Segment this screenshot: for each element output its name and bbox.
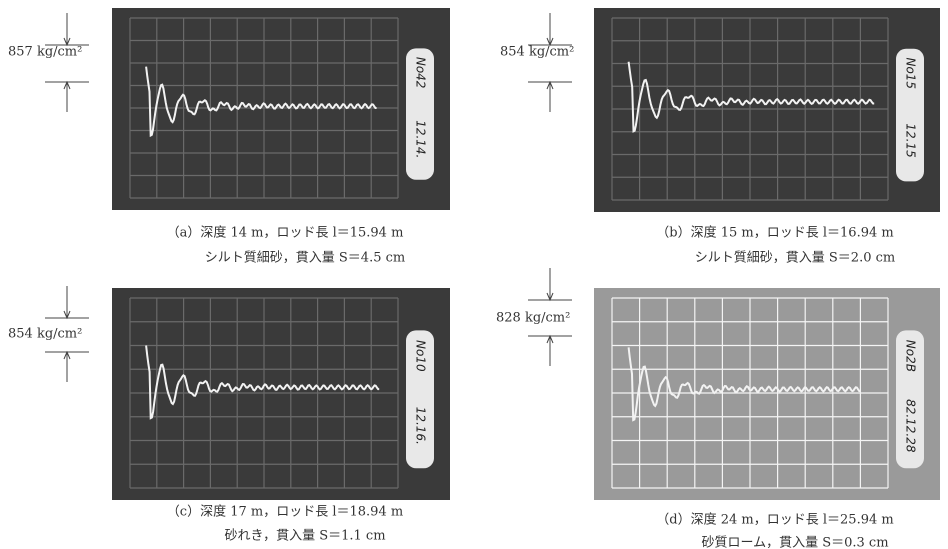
photo-note: No2B	[904, 340, 918, 372]
photo	[594, 8, 940, 212]
caption: シルト質細砂，貫入量 S＝4.5 cm	[205, 251, 405, 266]
note-strip	[896, 48, 924, 182]
scale-label: 828 kg/cm²	[496, 311, 570, 326]
note-strip	[896, 330, 924, 469]
photo	[112, 288, 450, 500]
trace	[145, 345, 380, 420]
trace	[145, 66, 377, 138]
caption: 砂質ローム，貫入量 S＝0.3 cm	[701, 536, 888, 549]
photo-note: No42	[414, 57, 428, 89]
scale-label: 857 kg/cm²	[8, 45, 82, 60]
trace	[627, 347, 861, 422]
photo-note: 12.16.	[414, 407, 428, 445]
caption: （a）深度 14 m，ロッド長 l＝15.94 m	[167, 225, 404, 241]
photo-note: 12.14.	[414, 120, 428, 158]
caption: 砂れき，貫入量 S＝1.1 cm	[224, 529, 385, 544]
photo-note: No15	[904, 57, 918, 89]
photo-note: 12.15	[904, 123, 918, 157]
photo-note: 82.12.28	[904, 399, 918, 453]
caption: （b）深度 15 m，ロッド長 l＝16.94 m	[656, 225, 893, 241]
caption: シルト質細砂，貫入量 S＝2.0 cm	[695, 251, 895, 266]
photo	[112, 8, 450, 210]
trace	[627, 61, 875, 133]
scale-label: 854 kg/cm²	[500, 45, 574, 60]
caption: （c）深度 17 m，ロッド長 l＝18.94 m	[167, 504, 403, 520]
note-strip	[406, 48, 434, 180]
photo-note: No10	[414, 340, 428, 372]
caption: （d）深度 24 m，ロッド長 l＝25.94 m	[656, 512, 893, 528]
scale-label: 854 kg/cm²	[8, 327, 82, 342]
note-strip	[406, 330, 434, 469]
